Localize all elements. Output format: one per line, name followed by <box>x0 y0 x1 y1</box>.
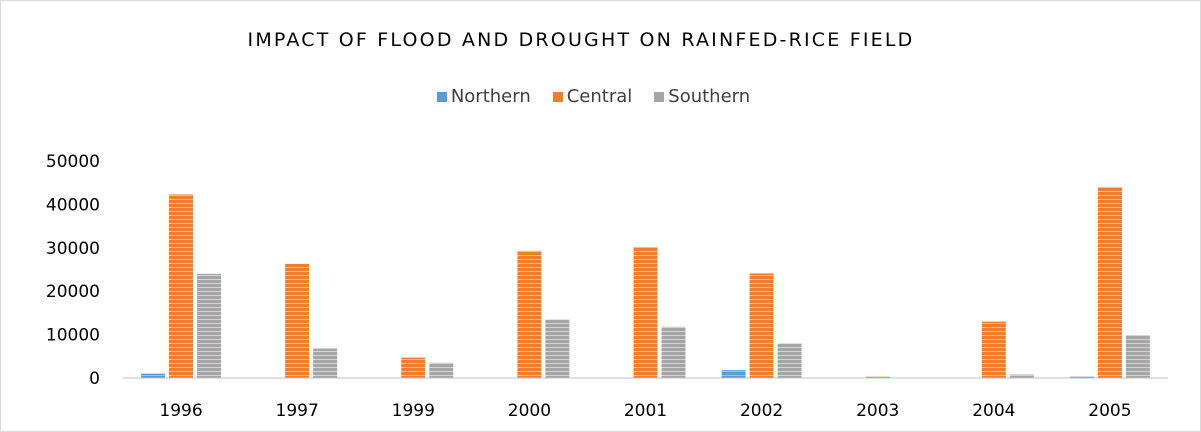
y-tick-label: 20000 <box>46 282 100 302</box>
bar-central-2001 <box>633 246 658 378</box>
bar-southern-2005 <box>1125 335 1150 378</box>
legend-item-central: Central <box>552 86 633 107</box>
chart-title: IMPACT OF FLOOD AND DROUGHT ON RAINFED-R… <box>247 29 915 51</box>
x-tick-label: 2002 <box>740 401 783 421</box>
x-tick-label: 2005 <box>1088 401 1131 421</box>
x-tick-label: 1996 <box>159 401 202 421</box>
y-tick-label: 10000 <box>46 326 100 346</box>
legend-item-southern: Southern <box>654 86 750 107</box>
legend-swatch-central <box>552 91 563 102</box>
bar-southern-2002 <box>777 343 802 378</box>
x-tick-label: 1997 <box>276 401 319 421</box>
bar-northern-2002 <box>721 370 746 378</box>
bar-central-1999 <box>401 357 426 378</box>
x-tick-label: 1999 <box>392 401 435 421</box>
x-axis-ticks: 1996 1997 1999 2000 2001 2002 2003 2004 2005 <box>159 401 1131 421</box>
bar-southern-1996 <box>197 273 222 378</box>
legend-swatch-southern <box>654 91 665 102</box>
bar-southern-2000 <box>545 319 570 378</box>
bar-southern-2004 <box>1009 374 1034 378</box>
legend-label-central: Central <box>566 86 633 107</box>
legend-item-northern: Northern <box>436 86 531 107</box>
bar-central-2004 <box>981 321 1006 378</box>
y-axis-ticks: 0 10000 20000 30000 40000 50000 <box>46 152 100 389</box>
x-tick-label: 2004 <box>972 401 1015 421</box>
legend-label-northern: Northern <box>450 86 531 107</box>
bar-southern-1999 <box>429 362 454 378</box>
bar-northern-2005 <box>1069 376 1094 378</box>
y-tick-label: 40000 <box>46 195 100 215</box>
bar-central-1997 <box>285 263 310 378</box>
bar-central-2005 <box>1097 187 1122 378</box>
bar-northern-1996 <box>141 373 166 378</box>
x-tick-label: 2000 <box>508 401 551 421</box>
legend-label-southern: Southern <box>668 86 751 107</box>
y-tick-label: 0 <box>89 369 100 389</box>
bar-central-1996 <box>169 194 194 378</box>
bar-southern-2001 <box>661 326 686 378</box>
y-tick-label: 30000 <box>46 239 100 259</box>
bar-southern-1997 <box>313 348 338 378</box>
bar-central-2002 <box>749 273 774 378</box>
y-tick-label: 50000 <box>46 152 100 172</box>
x-tick-label: 2003 <box>856 401 899 421</box>
x-tick-label: 2001 <box>624 401 667 421</box>
bar-central-2000 <box>517 250 542 378</box>
bar-central-2003 <box>865 376 890 378</box>
chart-legend: Northern Central Southern <box>1 86 1186 107</box>
legend-swatch-northern <box>436 91 447 102</box>
bars-group <box>141 187 1150 378</box>
